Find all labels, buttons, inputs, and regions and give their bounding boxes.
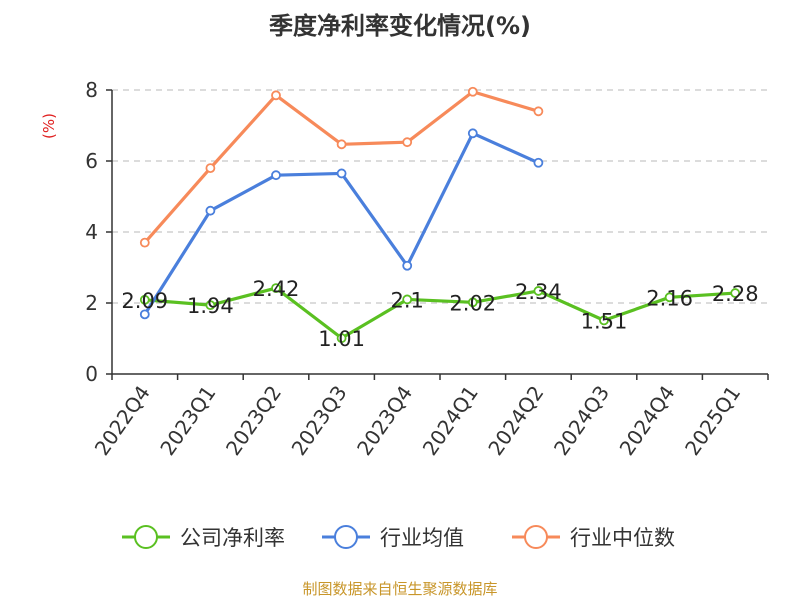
legend-marker-icon (134, 525, 158, 549)
data-point (336, 333, 347, 344)
series-1 (139, 128, 544, 320)
x-tick-label: 2023Q2 (221, 381, 286, 460)
legend-label: 公司净利率 (180, 526, 285, 550)
data-point (139, 237, 150, 248)
x-tick-label: 2023Q4 (352, 381, 417, 460)
x-tick-label: 2024Q2 (483, 381, 548, 460)
legend-label: 行业中位数 (570, 526, 675, 550)
series-2 (139, 86, 544, 248)
series-lines (139, 86, 741, 344)
legend-label: 行业均值 (380, 526, 464, 550)
y-tick-label: 8 (85, 78, 98, 102)
y-tick-label: 4 (85, 220, 98, 244)
x-tick-label: 2024Q1 (418, 381, 483, 460)
x-tick-label: 2022Q4 (90, 381, 155, 460)
y-tick-label: 6 (85, 149, 98, 173)
legend: 公司净利率 行业均值 行业中位数 (122, 525, 675, 550)
data-label: 2.34 (515, 280, 562, 304)
data-point (139, 294, 150, 305)
data-label: 2.42 (253, 277, 300, 301)
data-point (599, 315, 609, 326)
data-label: 2.02 (449, 291, 496, 315)
data-labels: 2.09 1.94 2.42 1.01 2.1 2.02 2.34 1.51 2.16 2.28 (121, 277, 758, 351)
data-label: 2.09 (121, 289, 168, 313)
x-tick-label: 2024Q3 (549, 381, 614, 460)
x-tick-label: 2024Q4 (615, 381, 680, 460)
series-line (144, 286, 736, 340)
data-point (205, 163, 216, 174)
data-point (336, 139, 347, 150)
data-point (139, 309, 150, 320)
legend-item[interactable]: 公司净利率 (122, 525, 285, 550)
data-label: 1.01 (318, 327, 365, 351)
x-tick-label: 2025Q1 (680, 381, 745, 460)
chart-title: 季度净利率变化情况(%) (269, 12, 531, 40)
data-point (402, 260, 413, 271)
data-point (205, 205, 216, 216)
data-point (467, 128, 478, 139)
data-point (271, 90, 281, 101)
y-axis-label: (%) (40, 113, 58, 139)
data-label: 1.94 (187, 294, 234, 318)
data-point (467, 297, 478, 308)
data-point (467, 86, 478, 97)
data-label: 1.51 (581, 309, 628, 333)
legend-marker-icon (334, 525, 358, 549)
data-label: 2.28 (712, 282, 759, 306)
data-point (533, 157, 544, 168)
data-label: 2.16 (646, 286, 693, 310)
data-point (533, 286, 544, 296)
data-point (730, 288, 741, 298)
y-tick-label: 0 (85, 362, 98, 386)
legend-marker-icon (524, 525, 548, 549)
legend-item[interactable]: 行业均值 (322, 525, 464, 550)
y-tick-label: 2 (85, 291, 98, 315)
data-point (402, 294, 413, 305)
data-point (533, 106, 544, 117)
source-note: 制图数据来自恒生聚源数据库 (302, 580, 497, 598)
data-point (205, 300, 216, 311)
data-point (336, 168, 347, 179)
legend-item[interactable]: 行业中位数 (512, 525, 675, 550)
x-tick-label: 2023Q1 (155, 381, 220, 460)
data-point (271, 170, 281, 181)
x-tick-label: 2023Q3 (287, 381, 352, 460)
data-label: 2.1 (390, 288, 423, 312)
data-point (402, 137, 413, 148)
data-point (664, 292, 675, 303)
series-0 (139, 283, 741, 344)
data-point (271, 283, 281, 293)
